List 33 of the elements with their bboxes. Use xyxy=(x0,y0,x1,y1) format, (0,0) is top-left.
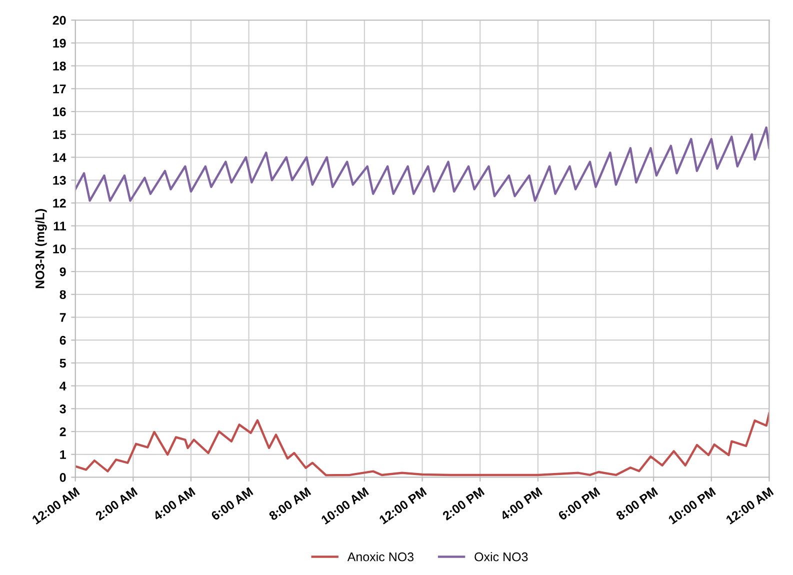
y-tick-label: 0 xyxy=(60,473,66,482)
y-tick-label: 15 xyxy=(53,130,66,140)
x-tick-label: 4:00 PM xyxy=(500,487,542,521)
y-tick-label: 12 xyxy=(53,198,66,208)
x-tick-label: 6:00 AM xyxy=(210,487,254,521)
y-tick-label: 9 xyxy=(60,267,66,276)
y-tick-label: 6 xyxy=(60,336,66,345)
y-tick-label: 3 xyxy=(60,404,66,414)
x-tick-label: 4:00 AM xyxy=(152,487,196,521)
y-tick-label: 16 xyxy=(53,107,66,116)
x-tick-label: 2:00 AM xyxy=(94,487,138,521)
y-tick-label: 11 xyxy=(54,222,66,230)
y-tick-label: 18 xyxy=(53,62,66,70)
y-tick-label: 14 xyxy=(53,153,66,162)
legend-label: Oxic NO3 xyxy=(474,552,528,562)
y-tick-label: 17 xyxy=(53,84,66,94)
y-tick-label: 20 xyxy=(52,16,66,25)
y-tick-label: 7 xyxy=(60,313,66,322)
y-tick-label: 4 xyxy=(60,382,66,390)
x-tick-label: 8:00 PM xyxy=(615,487,658,521)
y-tick-label: 1 xyxy=(60,450,66,459)
y-tick-label: 5 xyxy=(60,358,66,368)
y-tick-label: 8 xyxy=(60,290,66,300)
legend-label: Anoxic NO3 xyxy=(347,552,414,562)
x-tick-label: 2:00 PM xyxy=(442,487,485,521)
y-tick-label: 10 xyxy=(53,244,66,254)
x-tick-label: 8:00 AM xyxy=(268,487,312,521)
x-tick-label: 6:00 PM xyxy=(558,487,600,521)
line-series xyxy=(75,126,770,202)
y-axis-title: NO3-N (mg/L) xyxy=(35,209,47,288)
y-tick-label: 13 xyxy=(53,176,66,185)
y-tick-label: 19 xyxy=(53,38,66,48)
y-tick-label: 2 xyxy=(60,427,66,436)
